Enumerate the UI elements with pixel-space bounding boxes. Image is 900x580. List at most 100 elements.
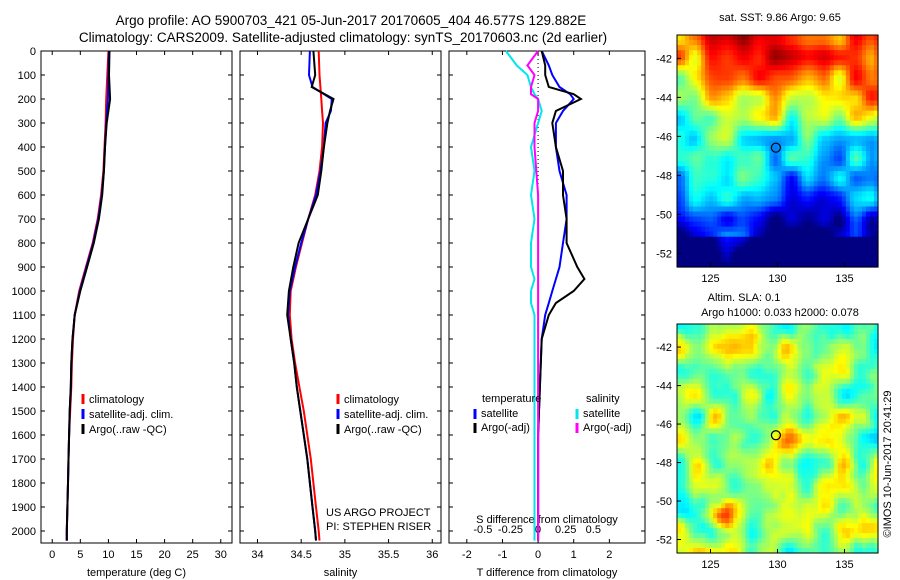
map-cell [873,338,879,345]
map-cell [857,523,863,529]
map-cell [733,403,738,410]
map-cell [677,176,682,182]
map-cell [797,201,803,208]
map-cell [797,388,803,395]
map-cell [709,393,714,400]
map-cell [761,508,767,514]
map-cell [689,70,694,76]
map-cell [765,418,771,425]
map-cell [681,538,686,544]
map-cell [765,343,771,350]
map-cell [697,358,702,365]
map-cell [837,433,843,440]
map-cell [709,503,714,509]
map-cell [757,478,763,484]
map-cell [857,201,863,208]
x-tick-label: 5 [77,549,83,561]
map-cell [857,468,863,474]
map-cell [837,211,843,218]
map-cell [709,548,714,554]
map-cell [769,50,775,56]
map-cell [765,548,771,554]
map-cell [777,171,783,177]
map-cell [737,35,742,41]
map-cell [749,423,754,430]
map-cell [857,95,863,102]
map-cell [685,75,690,81]
map-cell [741,338,746,345]
map-cell [761,533,767,539]
map-cell [729,191,734,197]
map-cell [689,65,694,71]
map-cell [729,398,734,405]
map-cell [677,503,682,509]
map-cell [765,458,771,464]
map-cell [821,140,827,147]
map-cell [729,85,734,92]
map-cell [753,95,758,102]
map-cell [797,353,803,360]
map-cell [769,35,775,41]
map-cell [817,378,823,385]
map-cell [697,256,702,263]
map-cell [761,403,767,410]
map-cell [849,191,855,197]
map-cell [785,251,791,258]
map-cell [813,443,819,450]
map-cell [845,403,851,410]
map-cell [817,413,823,420]
map-cell [813,533,819,539]
map-cell [701,75,706,81]
map-cell [853,478,859,484]
map-cell [793,393,799,400]
map-cell [837,343,843,350]
map-cell [789,216,795,223]
map-cell [717,473,722,479]
map-cell [761,548,767,554]
map-cell [693,468,698,474]
map-cell [829,418,835,425]
map-cell [681,35,686,41]
map-cell [817,528,823,534]
map-cell [817,145,823,152]
map-cell [817,533,823,539]
map-cell [705,151,710,157]
map-cell [773,543,779,549]
map-cell [729,468,734,474]
map-cell [837,145,843,152]
map-cell [685,398,690,405]
map-cell [697,443,702,450]
map-cell [845,338,851,345]
map-cell [717,181,722,187]
map-cell [761,428,767,435]
map-cell [733,125,738,132]
map-cell [829,95,835,102]
map-cell [721,523,726,529]
map-cell [845,433,851,440]
map-cell [725,324,730,330]
map-cell [745,328,750,335]
map-cell [809,186,815,192]
map-cell [745,70,750,76]
map-cell [765,348,771,355]
map-cell [753,538,758,544]
map-cell [817,241,823,248]
map-cell [721,398,726,405]
map-cell [713,478,718,484]
map-cell [749,125,754,132]
map-cell [805,338,811,345]
map-cell [677,241,682,248]
map-cell [733,428,738,435]
map-cell [789,40,795,46]
map-cell [833,523,839,529]
map-cell [685,438,690,445]
map-cell [841,246,847,253]
map-cell [749,378,754,385]
map-cell [749,338,754,345]
map-cell [697,373,702,380]
map-cell [797,95,803,102]
map-cell [701,523,706,529]
map-cell [745,85,750,92]
map-cell [733,261,738,268]
map-cell [873,90,879,97]
